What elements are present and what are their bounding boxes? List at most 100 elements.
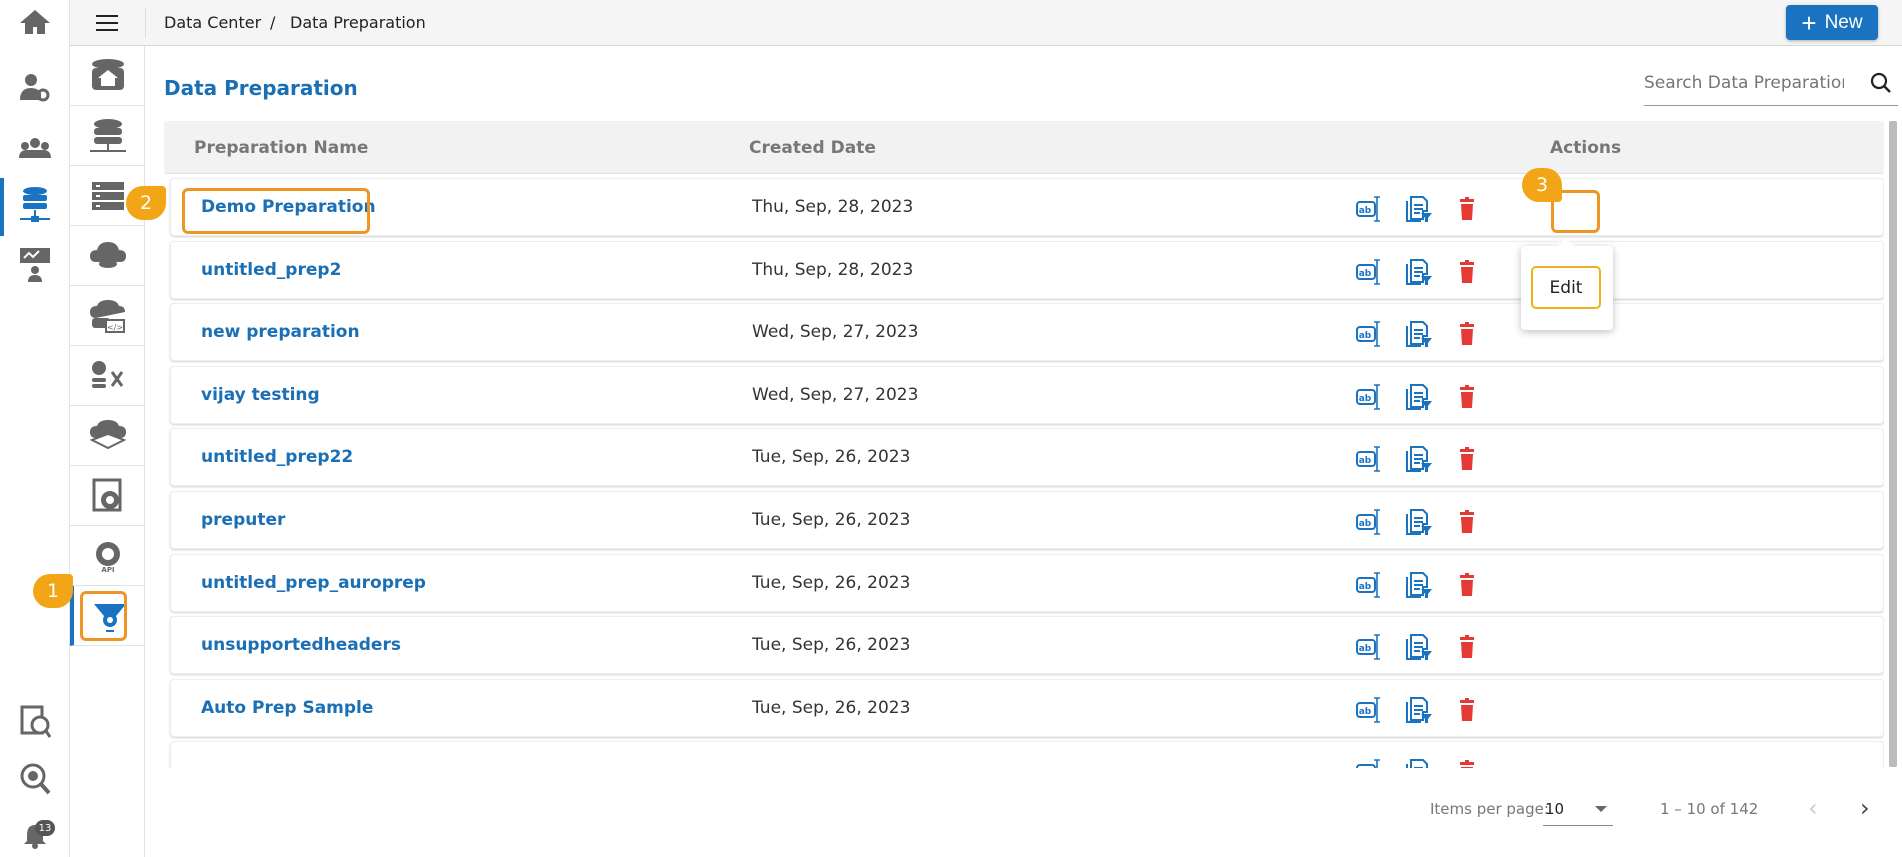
preparation-name-link[interactable]: untitled_prep22 <box>201 447 354 468</box>
table-row[interactable]: untitled_prep22 Tue, Sep, 26, 2023 ab <box>170 428 1884 487</box>
delete-button[interactable] <box>1454 508 1482 536</box>
data-cloud-icon <box>89 241 126 268</box>
paginator: Items per page: 10 1 – 10 of 142 ‹ › <box>1420 790 1900 830</box>
table-row[interactable]: preputer Tue, Sep, 26, 2023 ab <box>170 491 1884 549</box>
sidebar-item-data-cloud[interactable] <box>70 226 145 286</box>
preparation-name-link[interactable]: Demo Preparation <box>201 197 376 217</box>
rename-button[interactable]: ab <box>1355 445 1383 473</box>
column-header-date[interactable]: Created Date <box>749 138 876 158</box>
hamburger-icon[interactable] <box>96 13 118 31</box>
callout-3: 3 <box>1522 168 1562 202</box>
delete-button[interactable] <box>1454 383 1482 411</box>
table-row[interactable]: vijay testing Wed, Sep, 27, 2023 ab <box>170 365 1884 424</box>
delete-button[interactable] <box>1454 758 1482 768</box>
sidebar-item-data-home[interactable] <box>70 46 145 106</box>
edit-preparation-button[interactable] <box>1405 383 1433 411</box>
scrollbar[interactable] <box>1889 121 1897 767</box>
preparation-name-link[interactable]: untitled_prep2 <box>201 259 342 280</box>
edit-preparation-button[interactable] <box>1405 258 1433 286</box>
sidebar-item-data-sandbox[interactable] <box>70 406 145 466</box>
data-sandbox-icon <box>89 419 126 449</box>
data-connectors-icon <box>89 118 126 152</box>
table-row[interactable]: ab <box>170 741 1884 768</box>
rename-button[interactable]: ab <box>1355 696 1383 724</box>
sidebar-item-data-api[interactable]: API <box>70 526 145 586</box>
search-input[interactable] <box>1644 66 1844 100</box>
edit-preparation-button[interactable] <box>1405 508 1433 536</box>
rename-button[interactable]: ab <box>1355 571 1383 599</box>
rename-button[interactable]: ab <box>1355 383 1383 411</box>
rename-button[interactable]: ab <box>1355 633 1383 661</box>
breadcrumb-data-center[interactable]: Data Center <box>164 13 262 32</box>
sidebar-item-data-preparation[interactable] <box>70 586 145 646</box>
data-center-icon[interactable] <box>15 187 55 222</box>
edit-preparation-icon <box>1406 258 1432 285</box>
header-divider <box>145 8 146 38</box>
rename-button[interactable]: ab <box>1355 758 1383 768</box>
svg-text:ab: ab <box>1359 394 1372 404</box>
delete-button[interactable] <box>1454 445 1482 473</box>
table-row[interactable]: Auto Prep Sample Tue, Sep, 26, 2023 ab <box>170 678 1884 737</box>
created-date: Wed, Sep, 27, 2023 <box>752 384 919 405</box>
data-search-icon[interactable] <box>15 762 55 796</box>
svg-text:ab: ab <box>1359 644 1372 654</box>
delete-button[interactable] <box>1454 571 1482 599</box>
edit-preparation-button[interactable] <box>1405 195 1433 223</box>
rename-icon: ab <box>1356 634 1380 660</box>
edit-menu-item[interactable]: Edit <box>1531 266 1601 309</box>
preparation-name-link[interactable]: vijay testing <box>201 384 320 405</box>
table-row[interactable]: Demo Preparation Thu, Sep, 28, 2023 ab <box>170 178 1884 236</box>
delete-button[interactable] <box>1454 320 1482 348</box>
edit-preparation-button[interactable] <box>1405 633 1433 661</box>
preparation-name-link[interactable]: new preparation <box>201 322 360 343</box>
edit-preparation-button[interactable] <box>1405 320 1433 348</box>
svg-text:ab: ab <box>1359 707 1372 717</box>
delete-button[interactable] <box>1454 696 1482 724</box>
table-row[interactable]: untitled_prep2 Thu, Sep, 28, 2023 ab <box>170 240 1884 299</box>
svg-text:ab: ab <box>1359 456 1372 466</box>
edit-preparation-button[interactable] <box>1405 696 1433 724</box>
highlight-demo-preparation <box>182 188 370 234</box>
user-settings-icon[interactable] <box>15 70 55 104</box>
table-row[interactable]: new preparation Wed, Sep, 27, 2023 ab <box>170 303 1884 362</box>
table-row[interactable]: untitled_prep_auroprep Tue, Sep, 26, 2023… <box>170 553 1884 612</box>
users-group-icon[interactable] <box>15 131 55 165</box>
delete-button[interactable] <box>1454 195 1482 223</box>
delete-icon <box>1460 635 1474 659</box>
created-date: Tue, Sep, 26, 2023 <box>752 572 911 593</box>
sidebar-item-data-store[interactable] <box>70 166 145 226</box>
preparation-name-link[interactable]: Auto Prep Sample <box>201 697 374 718</box>
data-catalog-icon[interactable] <box>15 705 55 739</box>
table-row[interactable]: unsupportedheaders Tue, Sep, 26, 2023 ab <box>170 616 1884 675</box>
preparation-name-link[interactable]: untitled_prep_auroprep <box>201 572 426 593</box>
created-date: Tue, Sep, 26, 2023 <box>752 697 911 718</box>
delete-button[interactable] <box>1454 258 1482 286</box>
preparation-name-link[interactable]: unsupportedheaders <box>201 635 401 656</box>
rename-button[interactable]: ab <box>1355 258 1383 286</box>
edit-preparation-button[interactable] <box>1405 445 1433 473</box>
items-per-page-select[interactable]: 10 <box>1543 792 1613 826</box>
previous-page-icon[interactable]: ‹ <box>1808 794 1818 822</box>
search-icon[interactable] <box>1870 72 1892 94</box>
sidebar-item-data-code[interactable]: </> <box>70 286 145 346</box>
edit-preparation-button[interactable] <box>1405 758 1433 768</box>
presentation-icon[interactable] <box>15 248 55 282</box>
sidebar-item-data-connectors[interactable] <box>70 106 145 166</box>
page-range: 1 – 10 of 142 <box>1660 800 1759 818</box>
home-icon[interactable] <box>15 5 55 39</box>
rename-button[interactable]: ab <box>1355 195 1383 223</box>
sidebar-item-data-settings[interactable] <box>70 466 145 526</box>
sidebar-item-data-transform[interactable] <box>70 346 145 406</box>
rename-button[interactable]: ab <box>1355 320 1383 348</box>
rename-button[interactable]: ab <box>1355 508 1383 536</box>
preparation-name-link[interactable]: preputer <box>201 510 286 530</box>
delete-button[interactable] <box>1454 633 1482 661</box>
breadcrumb-separator: / <box>270 13 276 32</box>
column-header-name[interactable]: Preparation Name <box>194 138 369 158</box>
new-button[interactable]: + New <box>1786 5 1878 40</box>
delete-icon <box>1460 322 1474 346</box>
created-date: Tue, Sep, 26, 2023 <box>752 635 911 656</box>
data-transform-icon <box>91 360 123 388</box>
next-page-icon[interactable]: › <box>1860 794 1870 822</box>
edit-preparation-button[interactable] <box>1405 571 1433 599</box>
